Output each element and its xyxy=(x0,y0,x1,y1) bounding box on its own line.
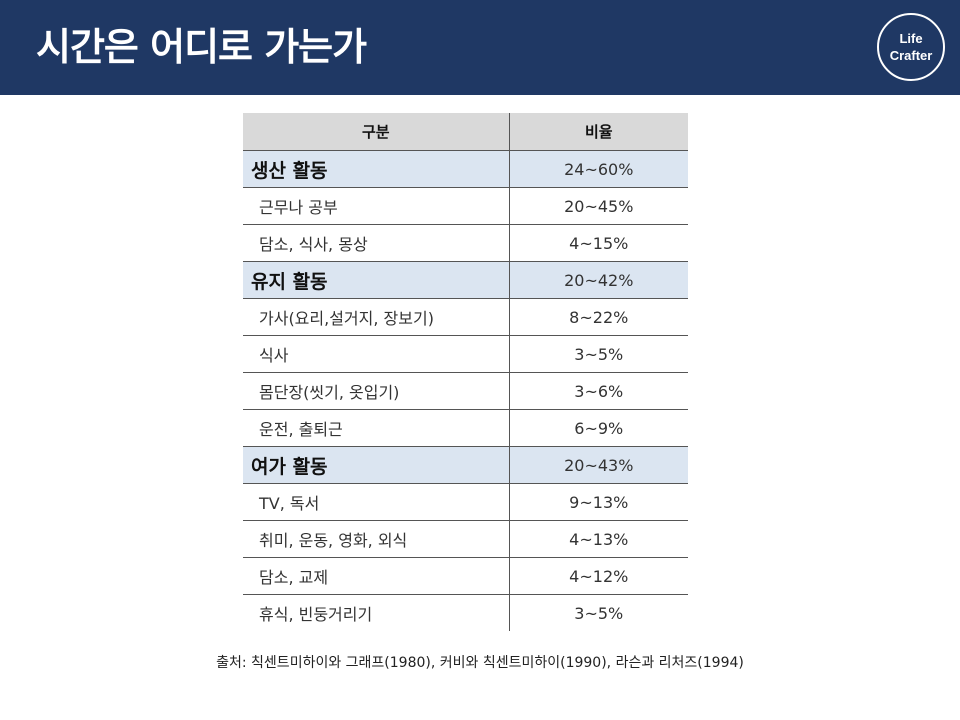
row-ratio: 20~42% xyxy=(509,261,688,299)
row-ratio: 9~13% xyxy=(509,483,688,521)
row-ratio: 3~5% xyxy=(574,603,624,623)
row-ratio: 3~6% xyxy=(509,372,688,410)
table-row: 운전, 출퇴근 6~9% xyxy=(243,409,688,447)
row-label: 담소, 교제 xyxy=(243,557,510,595)
table-row: 휴식, 빈둥거리기 3~5% xyxy=(243,594,688,631)
column-header-category: 구분 xyxy=(243,113,510,151)
page-title: 시간은 어디로 가는가 xyxy=(36,25,367,69)
row-ratio: 20~45% xyxy=(509,187,688,225)
table-row: 담소, 식사, 몽상 4~15% xyxy=(243,224,688,262)
row-ratio: 3~5% xyxy=(509,335,688,373)
table-row: TV, 독서 9~13% xyxy=(243,483,688,521)
row-ratio: 20~43% xyxy=(509,446,688,484)
row-label: 가사(요리,설거지, 장보기) xyxy=(243,298,510,336)
table-row: 식사 3~5% xyxy=(243,335,688,373)
table-category-row: 여가 활동 20~43% xyxy=(243,446,688,484)
row-label: 생산 활동 xyxy=(243,150,510,188)
row-ratio: 4~13% xyxy=(509,520,688,558)
row-label: 취미, 운동, 영화, 외식 xyxy=(243,520,510,558)
row-label: 유지 활동 xyxy=(243,261,510,299)
row-label: 휴식, 빈둥거리기 xyxy=(243,594,510,631)
table-row: 취미, 운동, 영화, 외식 4~13% xyxy=(243,520,688,558)
table-row: 담소, 교제 4~12% xyxy=(243,557,688,595)
table-row: 근무나 공부 20~45% xyxy=(243,187,688,225)
time-allocation-table: 구분 비율 생산 활동 24~60% 근무나 공부 20~45% 담소, 식사, 몽상 4… xyxy=(243,113,688,631)
row-label: 여가 활동 xyxy=(243,446,510,484)
table-category-row: 생산 활동 24~60% xyxy=(243,150,688,188)
row-ratio: 24~60% xyxy=(509,150,688,188)
logo-line-2: Crafter xyxy=(889,48,933,63)
row-label: 식사 xyxy=(243,335,510,373)
row-label: 근무나 공부 xyxy=(243,187,510,225)
row-label: 운전, 출퇴근 xyxy=(243,409,510,447)
table-row: 가사(요리,설거지, 장보기) 8~22% xyxy=(243,298,688,336)
table-header-row: 구분 비율 xyxy=(243,113,688,151)
row-ratio: 8~22% xyxy=(509,298,688,336)
table-row: 몸단장(씻기, 옷입기) 3~6% xyxy=(243,372,688,410)
header-bar: 시간은 어디로 가는가 Life Crafter xyxy=(0,0,960,95)
column-header-ratio: 비율 xyxy=(509,113,688,151)
table-category-row: 유지 활동 20~42% xyxy=(243,261,688,299)
source-citation: 출처: 칙센트미하이와 그래프(1980), 커비와 칙센트미하이(1990),… xyxy=(216,655,744,671)
life-crafter-logo: Life Crafter xyxy=(877,13,945,81)
row-ratio: 4~12% xyxy=(509,557,688,595)
row-label: 몸단장(씻기, 옷입기) xyxy=(243,372,510,410)
logo-line-1: Life xyxy=(899,31,923,46)
table-body: 생산 활동 24~60% 근무나 공부 20~45% 담소, 식사, 몽상 4~15% 유지… xyxy=(243,150,688,631)
row-ratio: 4~15% xyxy=(509,224,688,262)
row-ratio: 6~9% xyxy=(509,409,688,447)
row-label: TV, 독서 xyxy=(243,483,510,521)
row-label: 담소, 식사, 몽상 xyxy=(243,224,510,262)
